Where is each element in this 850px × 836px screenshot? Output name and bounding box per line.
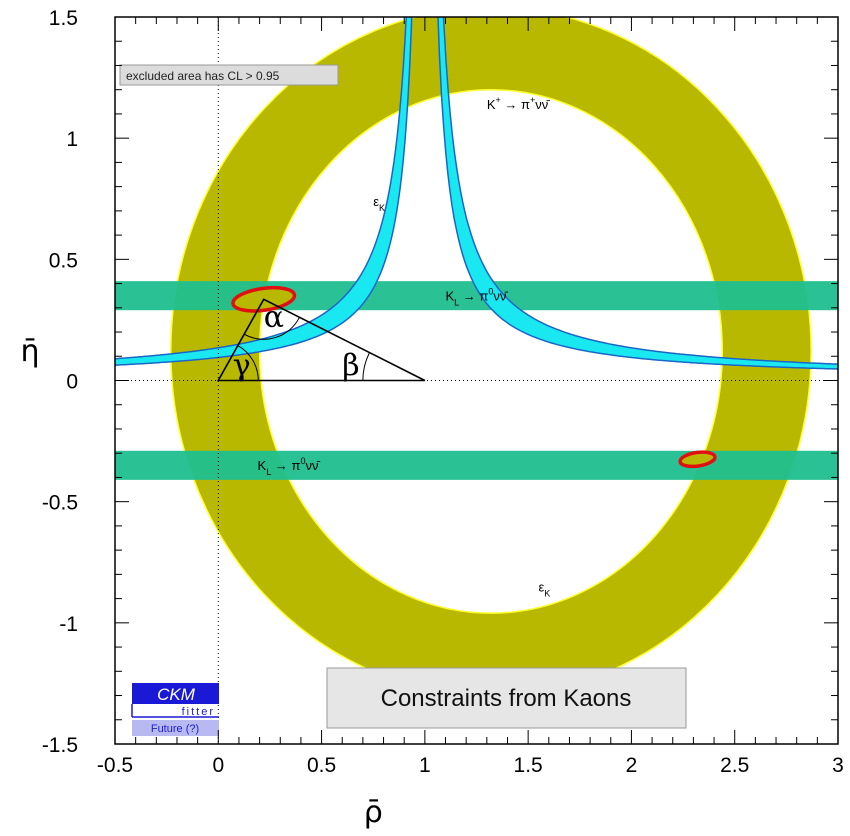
kl-band-2 xyxy=(115,450,838,480)
svg-text:CKM: CKM xyxy=(157,685,196,704)
y-tick-label: -0.5 xyxy=(42,492,78,515)
y-tick-label: -1 xyxy=(59,613,78,636)
svg-text:fitter: fitter xyxy=(182,706,215,718)
x-tick-label: 1 xyxy=(419,754,431,777)
x-tick-label: 0 xyxy=(212,754,224,777)
x-axis-label: ρ̄ xyxy=(364,795,383,830)
x-tick-label: -0.5 xyxy=(97,754,133,777)
beta-arc xyxy=(362,352,370,381)
overlay-layer: excluded area has CL > 0.95 Constraints f… xyxy=(119,64,687,736)
unitarity-triangle xyxy=(216,298,426,382)
kplus-ring-region xyxy=(170,17,812,697)
svg-text:excluded area has CL > 0.95: excluded area has CL > 0.95 xyxy=(126,69,280,83)
x-tick-label: 3 xyxy=(832,754,844,777)
y-tick-label: -1.5 xyxy=(42,734,78,757)
alpha-label: α xyxy=(264,300,284,335)
x-tick-label: 0.5 xyxy=(307,754,336,777)
kl-label-lower: KL → π0νν̄ xyxy=(258,456,321,477)
alpha-arc xyxy=(243,317,300,340)
y-tick-label: 0.5 xyxy=(49,249,78,272)
x-tick-label: 2 xyxy=(626,754,638,777)
ckmfitter-logo: CKM fitter Future (?) xyxy=(131,683,219,736)
svg-text:Constraints from Kaons: Constraints from Kaons xyxy=(381,685,632,712)
gamma-label: γ xyxy=(233,349,251,384)
y-tick-label: 1.5 xyxy=(49,7,78,30)
x-tick-label: 1.5 xyxy=(514,754,543,777)
epsk-band-lower xyxy=(437,17,838,370)
kplus-label: K+ → π+νν̄ xyxy=(487,95,550,112)
plot-area: γ β α K+ → π+νν̄ εK KL → π0νν̄ KL → π0νν̄ εK xyxy=(115,17,838,744)
y-tick-label: 1 xyxy=(66,128,78,151)
axes: -0.5 0 0.5 1 1.5 2 2.5 3 1.5 1 0.5 0 -0.5 -1 -1.5 ρ̄ η̄ xyxy=(20,7,843,830)
x-tick-label: 2.5 xyxy=(720,754,749,777)
beta-label: β xyxy=(342,349,359,384)
epsk-label-upper: εK xyxy=(373,194,385,213)
y-tick-label: 0 xyxy=(66,371,78,394)
epsk-band-upper xyxy=(115,17,413,366)
kl-label-upper: KL → π0νν̄ xyxy=(446,287,509,308)
cl-note-box: excluded area has CL > 0.95 xyxy=(119,64,339,86)
chart-title-box: Constraints from Kaons xyxy=(326,667,687,729)
epsk-label-lower: εK xyxy=(538,579,550,598)
gamma-arc xyxy=(237,345,259,381)
y-axis-label: η̄ xyxy=(20,334,39,369)
solution-region-2 xyxy=(678,450,717,469)
svg-text:Future (?): Future (?) xyxy=(151,723,199,735)
